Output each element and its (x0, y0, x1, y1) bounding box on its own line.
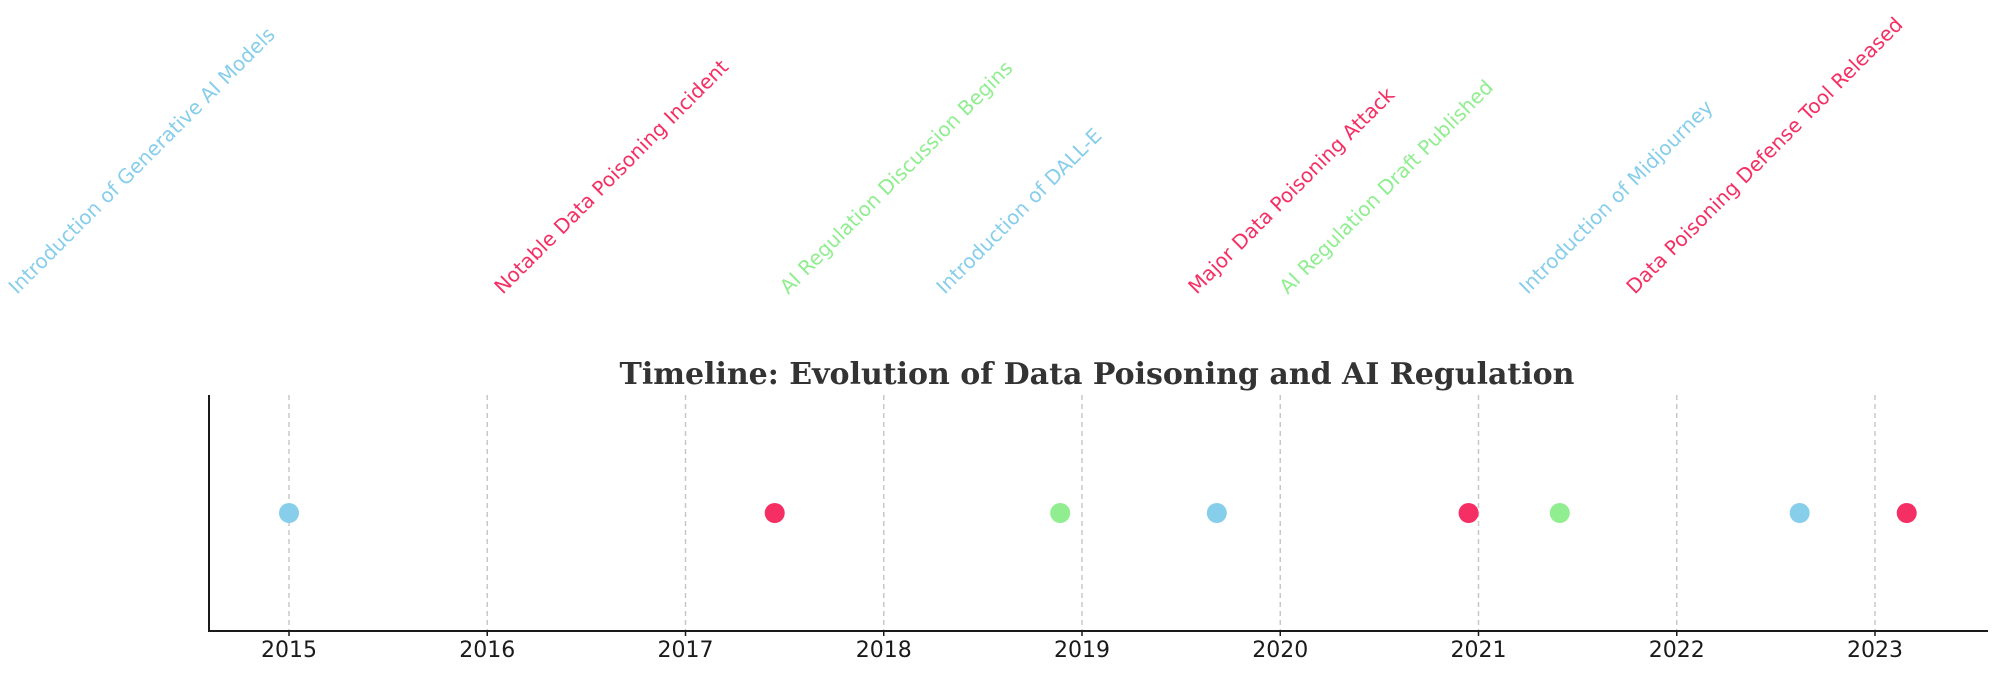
event-label: Notable Data Poisoning Incident (489, 55, 733, 299)
x-tick-label: 2023 (1847, 638, 1903, 663)
event-label: Introduction of Midjourney (1514, 95, 1718, 299)
x-tick-label: 2019 (1054, 638, 1110, 663)
x-tick-label: 2018 (856, 638, 912, 663)
x-tick-label: 2022 (1649, 638, 1705, 663)
event-point (1549, 503, 1570, 523)
chart-title: Timeline: Evolution of Data Poisoning an… (620, 357, 1575, 392)
event-point (1789, 503, 1810, 523)
event-point (1050, 503, 1071, 523)
x-tick-label: 2021 (1451, 638, 1507, 663)
event-point (1206, 503, 1227, 523)
event-point (1896, 503, 1917, 523)
x-tick-label: 2015 (261, 638, 317, 663)
x-tick-label: 2016 (459, 638, 515, 663)
event-point (764, 503, 785, 523)
event-point (279, 503, 299, 523)
x-axis-ticks: 2015 2016 2017 2018 2019 2020 2021 2022 2023 (261, 631, 1903, 663)
x-tick-label: 2020 (1252, 638, 1308, 663)
grid-lines (288, 395, 1876, 631)
event-labels: Introduction of Generative AI Models Nota… (4, 12, 1908, 298)
event-label: Introduction of DALL-E (931, 123, 1106, 298)
event-label: Introduction of Generative AI Models (4, 22, 280, 298)
event-points (279, 503, 1917, 523)
x-tick-label: 2017 (658, 638, 714, 663)
event-point (1458, 503, 1479, 523)
